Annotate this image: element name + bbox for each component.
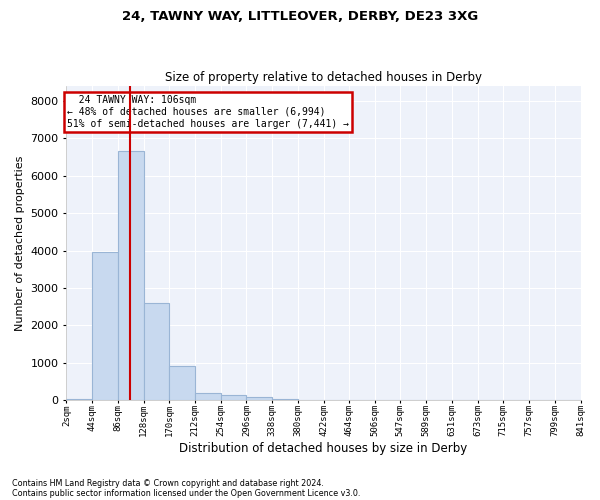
X-axis label: Distribution of detached houses by size in Derby: Distribution of detached houses by size … [179,442,467,455]
Bar [221,395,247,400]
Bar [272,399,298,400]
Text: Contains HM Land Registry data © Crown copyright and database right 2024.: Contains HM Land Registry data © Crown c… [12,478,324,488]
Bar [118,152,143,400]
Text: Contains public sector information licensed under the Open Government Licence v3: Contains public sector information licen… [12,488,361,498]
Bar [195,392,221,400]
Bar [169,366,195,400]
Y-axis label: Number of detached properties: Number of detached properties [15,156,25,330]
Bar [143,303,169,400]
Bar [247,397,272,400]
Text: 24, TAWNY WAY, LITTLEOVER, DERBY, DE23 3XG: 24, TAWNY WAY, LITTLEOVER, DERBY, DE23 3… [122,10,478,23]
Title: Size of property relative to detached houses in Derby: Size of property relative to detached ho… [165,70,482,84]
Bar [92,252,118,400]
Text: 24 TAWNY WAY: 106sqm  
← 48% of detached houses are smaller (6,994)
51% of semi-: 24 TAWNY WAY: 106sqm ← 48% of detached h… [67,96,349,128]
